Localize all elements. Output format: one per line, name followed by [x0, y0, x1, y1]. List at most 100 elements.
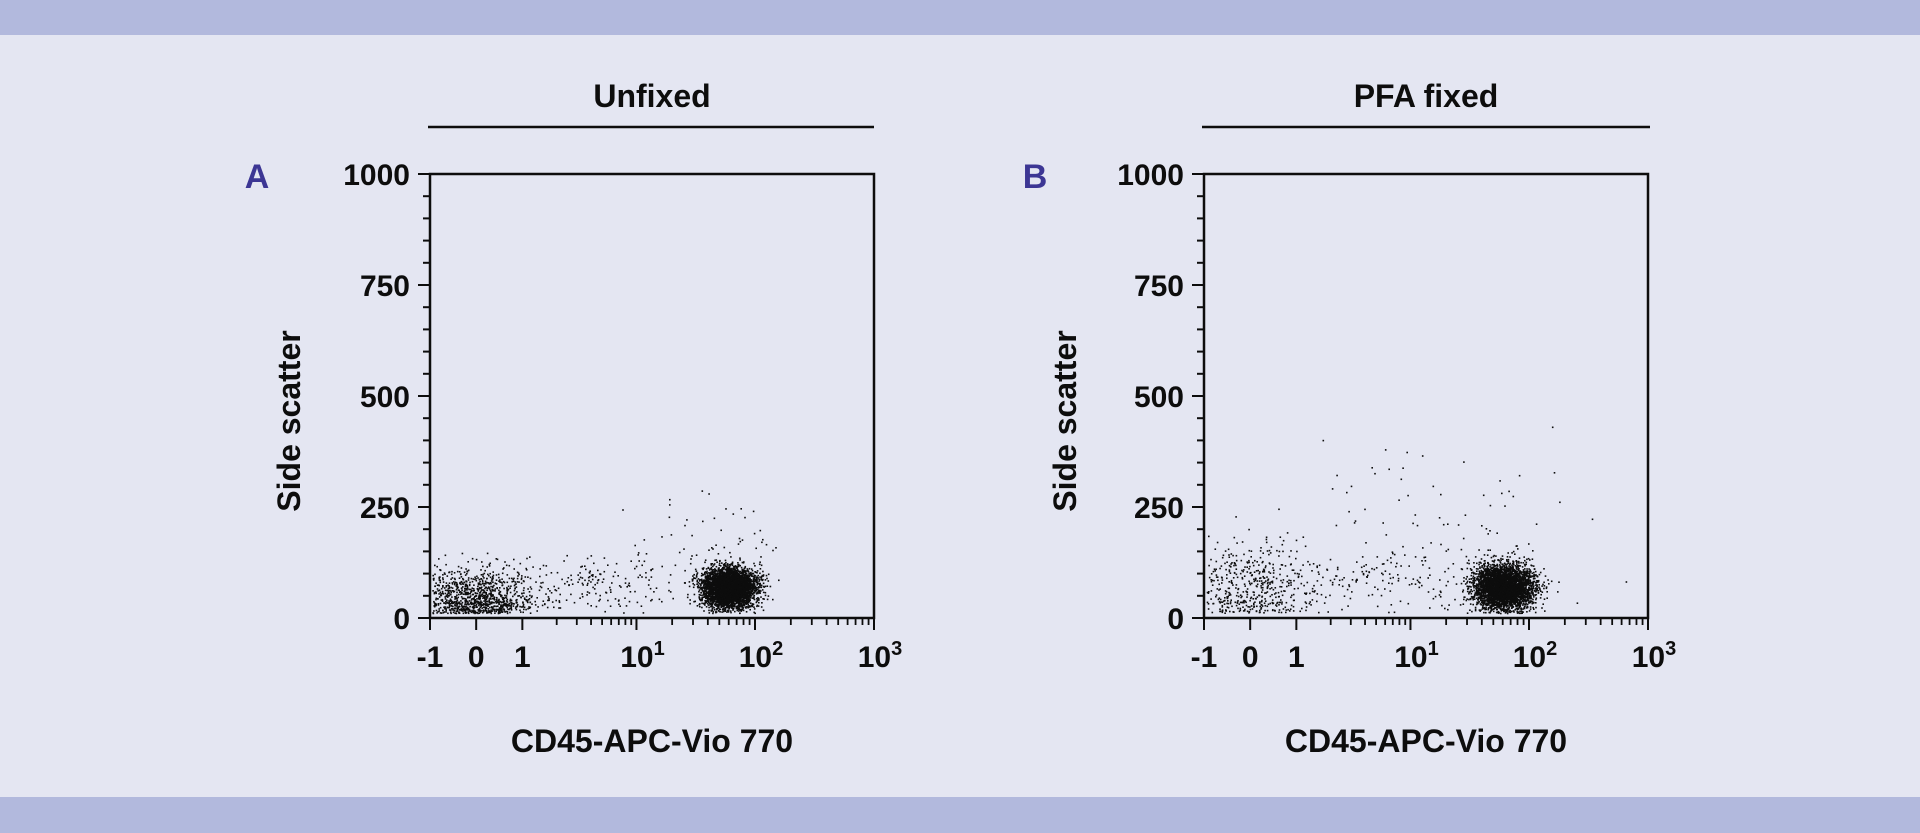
scatter-point — [693, 584, 696, 586]
scatter-point — [730, 604, 732, 607]
scatter-point — [702, 591, 705, 593]
scatter-point — [748, 567, 751, 570]
scatter-point — [469, 588, 472, 591]
scatter-point — [730, 569, 733, 571]
scatter-point — [752, 584, 755, 587]
scatter-point — [466, 608, 468, 611]
scatter-point — [726, 566, 729, 568]
scatter-point — [536, 610, 538, 612]
scatter-point — [735, 565, 737, 568]
scatter-point — [466, 602, 469, 605]
scatter-point — [471, 609, 473, 612]
scatter-point — [723, 594, 726, 597]
scatter-point — [493, 610, 496, 612]
scatter-point — [734, 569, 736, 572]
scatter-point — [436, 612, 438, 614]
scatter-point — [721, 583, 724, 586]
scatter-point — [728, 600, 731, 602]
scatter-point — [460, 580, 463, 583]
scatter-point — [523, 608, 525, 611]
scatter-point — [460, 596, 463, 598]
scatter-point — [751, 575, 754, 577]
scatter-point — [508, 564, 511, 567]
scatter-point — [521, 575, 523, 577]
scatter-point — [744, 570, 747, 573]
scatter-point — [735, 602, 737, 605]
scatter-point — [433, 591, 436, 594]
scatter-point — [740, 597, 743, 599]
scatter-point — [480, 605, 482, 608]
scatter-point — [722, 607, 725, 610]
scatter-point — [492, 589, 495, 592]
scatter-point — [459, 603, 461, 605]
scatter-point — [726, 606, 728, 608]
scatter-point — [493, 584, 495, 587]
scatter-point — [739, 564, 741, 567]
scatter-point — [447, 588, 450, 590]
scatter-point — [712, 581, 714, 584]
scatter-point — [724, 571, 726, 574]
scatter-point — [482, 606, 485, 609]
scatter-point — [702, 573, 705, 576]
scatter-point — [747, 576, 749, 579]
scatter-point — [732, 599, 734, 602]
scatter-point — [712, 571, 715, 574]
scatter-point — [754, 612, 756, 615]
scatter-point — [446, 593, 448, 596]
scatter-point — [722, 579, 725, 582]
scatter-point — [699, 598, 701, 601]
scatter-point — [734, 583, 736, 585]
scatter-point — [746, 575, 748, 577]
scatter-point — [497, 609, 499, 611]
scatter-point — [466, 572, 468, 575]
scatter-point — [702, 594, 705, 596]
scatter-point — [444, 602, 447, 605]
scatter-point — [711, 587, 714, 590]
scatter-point — [735, 571, 737, 573]
scatter-point — [498, 589, 500, 592]
scatter-point — [463, 590, 466, 593]
scatter-point — [713, 584, 715, 587]
scatter-point — [450, 608, 453, 610]
scatter-point — [723, 597, 726, 600]
scatter-point — [488, 598, 491, 600]
scatter-point — [743, 567, 746, 570]
scatter-point — [455, 601, 457, 604]
scatter-point — [495, 558, 498, 560]
scatter-point — [571, 583, 574, 585]
scatter-point — [726, 587, 728, 589]
scatter-point — [747, 588, 749, 590]
scatter-point — [500, 609, 503, 611]
scatter-point — [474, 578, 476, 581]
scatter-point — [696, 583, 698, 585]
scatter-point — [715, 559, 718, 561]
scatter-point — [745, 611, 748, 613]
scatter-point — [509, 587, 511, 589]
scatter-point — [709, 585, 712, 588]
scatter-point — [703, 610, 705, 612]
scatter-point — [486, 597, 488, 599]
scatter-point — [444, 606, 446, 608]
scatter-point — [451, 587, 454, 589]
scatter-point — [509, 607, 511, 610]
scatter-point — [466, 600, 469, 603]
scatter-point — [528, 598, 531, 600]
scatter-point — [467, 579, 470, 581]
scatter-point — [730, 556, 732, 558]
scatter-point — [510, 606, 513, 609]
scatter-point — [559, 593, 561, 596]
scatter-point — [727, 611, 730, 613]
scatter-point — [741, 599, 744, 601]
scatter-point — [499, 587, 501, 589]
scatter-point — [708, 597, 711, 600]
scatter-point — [718, 581, 720, 584]
scatter-point — [750, 580, 753, 583]
scatter-point — [762, 570, 764, 573]
scatter-point — [709, 590, 712, 593]
scatter-point — [726, 602, 729, 605]
scatter-point — [495, 602, 498, 604]
scatter-point — [500, 595, 502, 598]
scatter-point — [731, 604, 734, 607]
scatter-point — [720, 599, 722, 602]
